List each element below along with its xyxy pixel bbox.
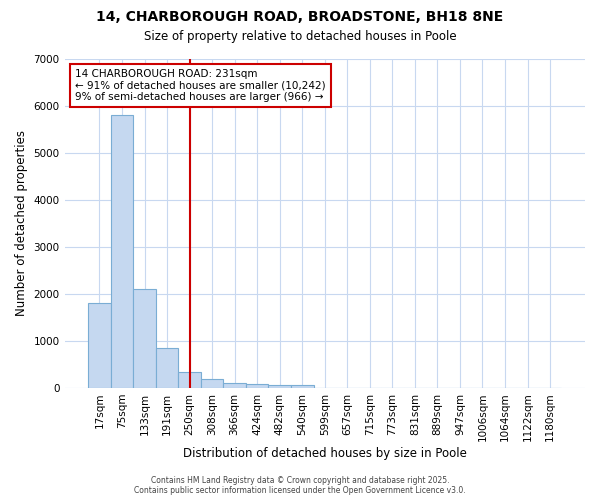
Y-axis label: Number of detached properties: Number of detached properties xyxy=(15,130,28,316)
Bar xyxy=(268,386,291,388)
Bar xyxy=(223,383,246,388)
Bar xyxy=(88,304,111,388)
Text: Contains HM Land Registry data © Crown copyright and database right 2025.
Contai: Contains HM Land Registry data © Crown c… xyxy=(134,476,466,495)
Text: 14, CHARBOROUGH ROAD, BROADSTONE, BH18 8NE: 14, CHARBOROUGH ROAD, BROADSTONE, BH18 8… xyxy=(97,10,503,24)
Text: Size of property relative to detached houses in Poole: Size of property relative to detached ho… xyxy=(143,30,457,43)
Bar xyxy=(201,380,223,388)
X-axis label: Distribution of detached houses by size in Poole: Distribution of detached houses by size … xyxy=(183,447,467,460)
Bar xyxy=(111,116,133,388)
Text: 14 CHARBOROUGH ROAD: 231sqm
← 91% of detached houses are smaller (10,242)
9% of : 14 CHARBOROUGH ROAD: 231sqm ← 91% of det… xyxy=(75,69,326,102)
Bar xyxy=(133,289,156,388)
Bar xyxy=(178,372,201,388)
Bar xyxy=(291,385,314,388)
Bar xyxy=(156,348,178,388)
Bar xyxy=(246,384,268,388)
